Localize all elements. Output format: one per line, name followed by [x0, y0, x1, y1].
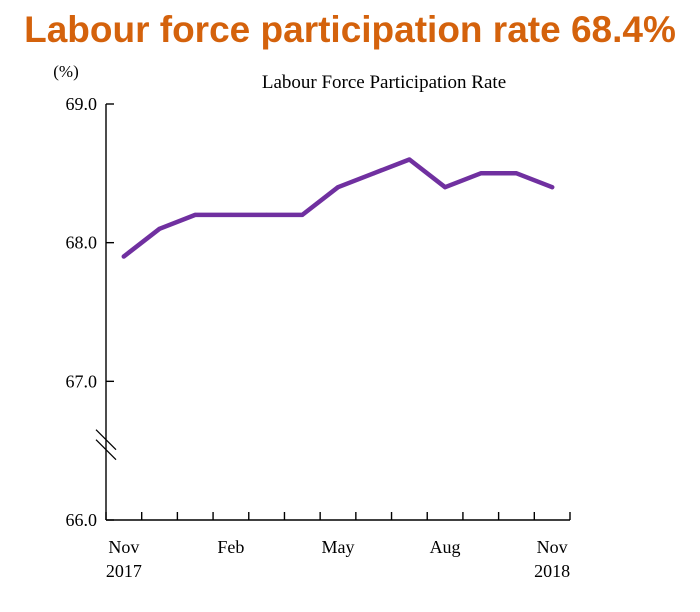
x-tick-label: Aug — [430, 537, 461, 557]
x-tick-label: Nov — [108, 537, 139, 557]
x-tick-year-label: 2018 — [534, 561, 570, 581]
x-tick-label: May — [322, 537, 355, 557]
y-tick-label: 66.0 — [66, 510, 98, 530]
plot-area: 69.0 68.0 67.0 66.0 Nov 2017 Feb May Aug Nov 2018 — [66, 94, 571, 581]
data-point — [478, 171, 483, 176]
data-point — [550, 185, 555, 190]
data-point — [371, 171, 376, 176]
y-tick-label: 68.0 — [66, 233, 98, 253]
chart-title: Labour Force Participation Rate — [262, 72, 506, 93]
y-tick-label: 67.0 — [66, 371, 98, 391]
data-point — [300, 212, 305, 217]
series-line — [121, 157, 555, 259]
x-tick-year-label: 2017 — [106, 561, 142, 581]
y-unit-label: (%) — [53, 62, 78, 81]
data-point — [193, 212, 198, 217]
x-tick-label: Nov — [537, 537, 568, 557]
y-tick-label: 69.0 — [66, 94, 98, 114]
data-point — [157, 226, 162, 231]
data-point — [264, 212, 269, 217]
data-point — [407, 157, 412, 162]
x-tick-label: Feb — [217, 537, 244, 557]
data-point — [228, 212, 233, 217]
data-point — [121, 254, 126, 259]
axis-break-mark — [95, 439, 117, 461]
data-point — [336, 185, 340, 190]
data-point — [514, 171, 519, 176]
data-point — [443, 185, 448, 190]
headline: Labour force participation rate 68.4% — [24, 9, 676, 50]
axis-break-mark — [95, 429, 117, 451]
